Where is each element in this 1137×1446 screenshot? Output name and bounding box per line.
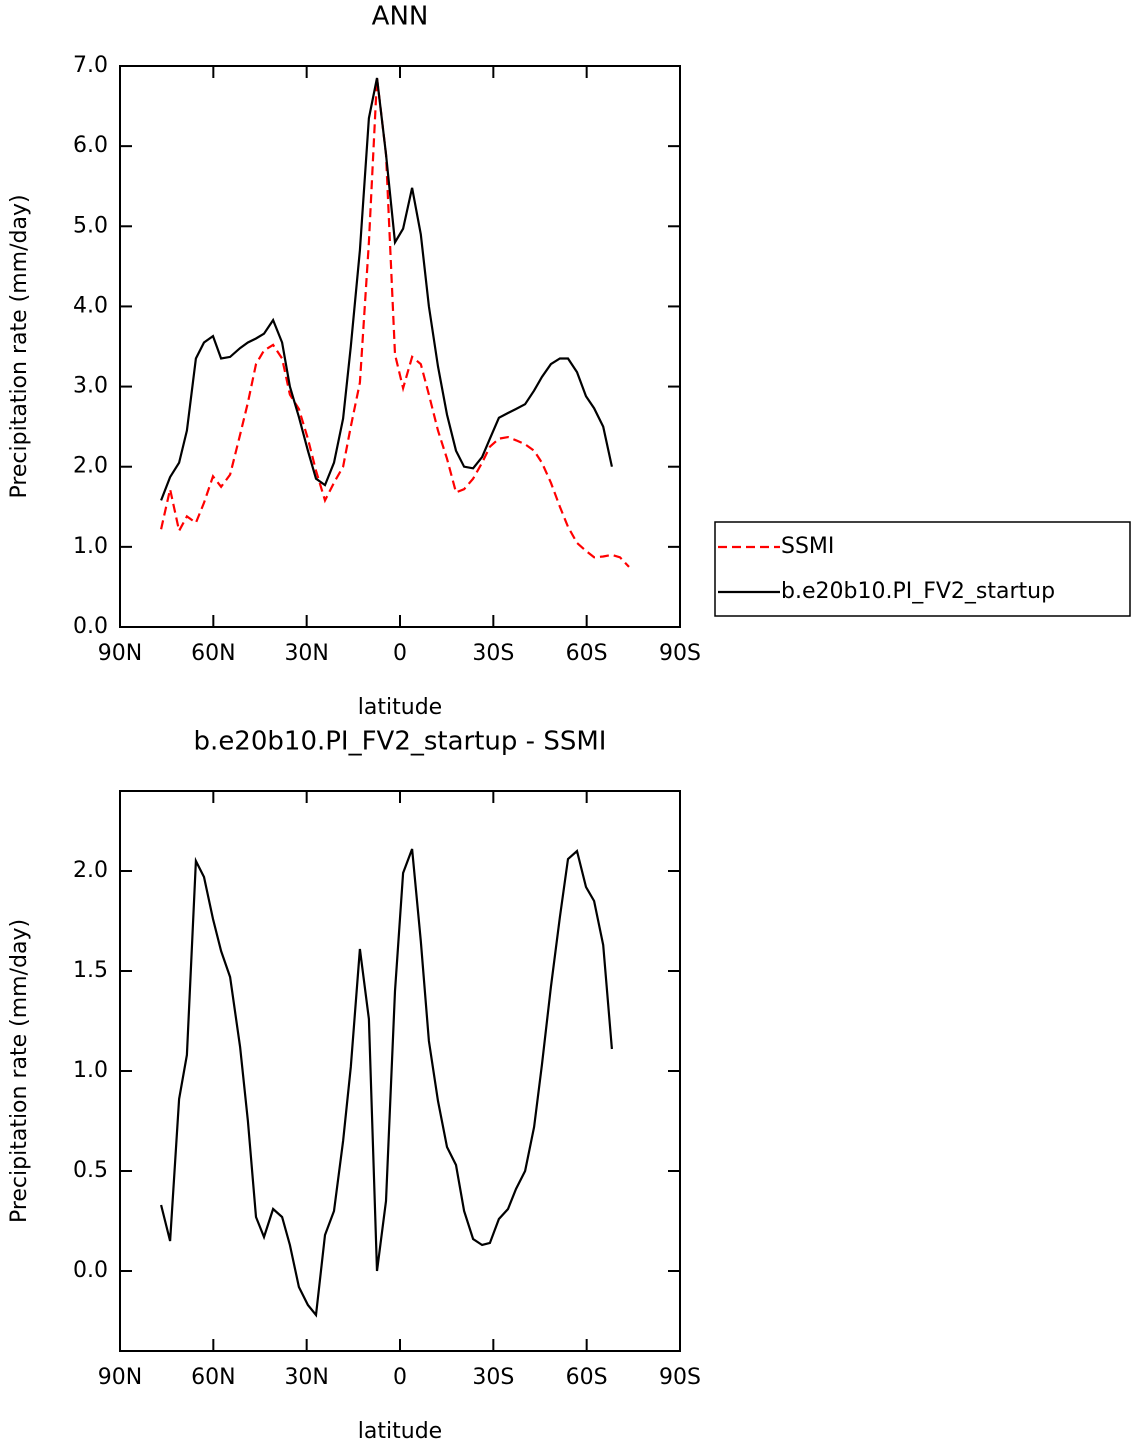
y-tick-label: 2.0 bbox=[73, 454, 108, 479]
x-tick-label: 90N bbox=[98, 1365, 142, 1390]
y-tick-label: 0.5 bbox=[73, 1158, 108, 1183]
x-tick-label: 0 bbox=[393, 1365, 407, 1390]
data-line bbox=[160, 77, 630, 568]
y-tick-label: 1.0 bbox=[73, 1058, 108, 1083]
chart-title: ANN bbox=[372, 2, 429, 32]
y-tick-label: 0.0 bbox=[73, 614, 108, 639]
legend-box bbox=[714, 521, 1131, 617]
y-tick-label: 4.0 bbox=[73, 293, 108, 318]
x-tick-label: 90S bbox=[659, 1365, 701, 1390]
y-tick-label: 5.0 bbox=[73, 213, 108, 238]
y-axis-label: Precipitation rate (mm/day) bbox=[7, 919, 32, 1223]
x-tick-label: 90S bbox=[659, 641, 701, 666]
x-tick-label: 60S bbox=[566, 641, 608, 666]
y-tick-label: 6.0 bbox=[73, 133, 108, 158]
y-tick-label: 1.5 bbox=[73, 958, 108, 983]
chart-title: b.e20b10.PI_FV2_startup - SSMI bbox=[194, 727, 607, 757]
data-line bbox=[160, 77, 613, 501]
x-tick-label: 30S bbox=[472, 1365, 514, 1390]
data-line bbox=[160, 848, 613, 1318]
legend-label: SSMI bbox=[781, 534, 834, 559]
y-axis-label: Precipitation rate (mm/day) bbox=[7, 194, 32, 498]
y-tick-label: 0.0 bbox=[73, 1258, 108, 1283]
x-tick-label: 30S bbox=[472, 641, 514, 666]
plot-frame bbox=[119, 65, 681, 628]
legend-label: b.e20b10.PI_FV2_startup bbox=[781, 579, 1055, 604]
x-tick-label: 90N bbox=[98, 641, 142, 666]
y-tick-label: 7.0 bbox=[73, 53, 108, 78]
x-tick-label: 0 bbox=[393, 641, 407, 666]
x-tick-label: 60N bbox=[191, 641, 235, 666]
y-tick-label: 2.0 bbox=[73, 858, 108, 883]
x-axis-label: latitude bbox=[358, 695, 442, 720]
x-tick-label: 60S bbox=[566, 1365, 608, 1390]
x-axis-label: latitude bbox=[358, 1419, 442, 1444]
x-tick-label: 30N bbox=[284, 641, 328, 666]
x-tick-label: 60N bbox=[191, 1365, 235, 1390]
y-tick-label: 1.0 bbox=[73, 534, 108, 559]
x-tick-label: 30N bbox=[284, 1365, 328, 1390]
y-tick-label: 3.0 bbox=[73, 374, 108, 399]
